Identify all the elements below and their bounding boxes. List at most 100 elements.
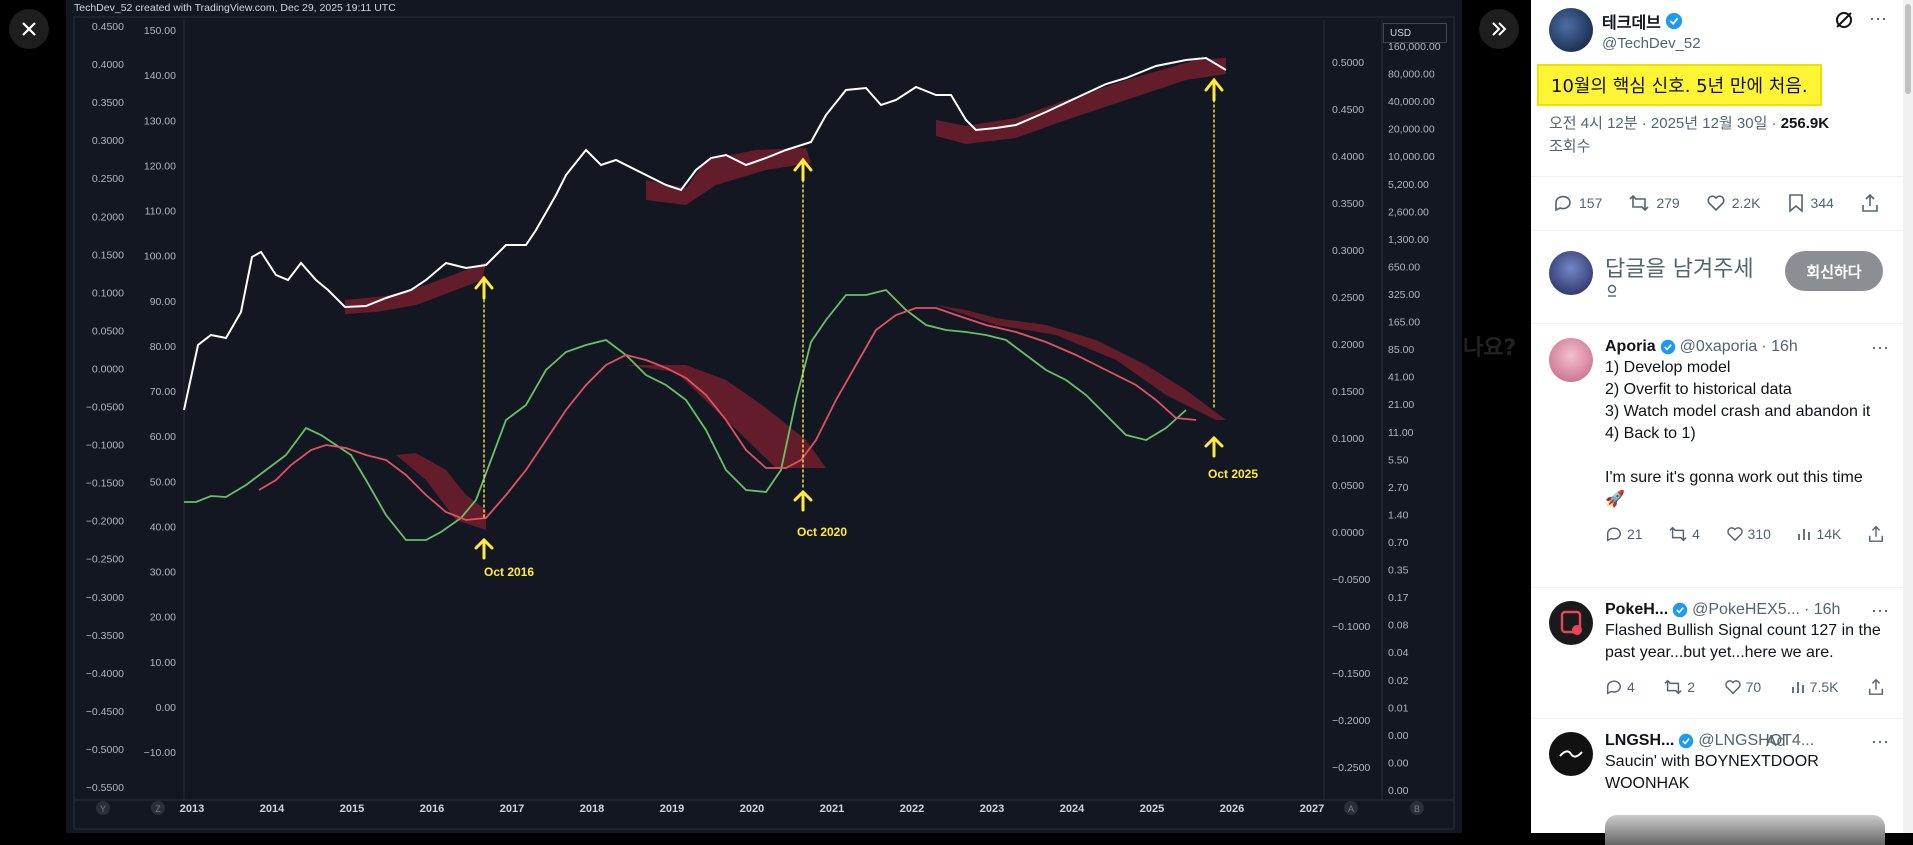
left-axis-1-tick: −0.1000 bbox=[86, 440, 124, 452]
x-axis-tick: 2020 bbox=[740, 803, 764, 815]
verified-icon bbox=[1660, 339, 1675, 355]
retweet-button[interactable]: 2 bbox=[1663, 678, 1695, 696]
share-button[interactable] bbox=[1867, 525, 1885, 543]
author-name[interactable]: 테크데브 bbox=[1602, 15, 1661, 32]
right-axis-2-tick: 11.00 bbox=[1388, 427, 1414, 439]
views-label: 조회수 bbox=[1549, 138, 1591, 155]
annotation-oct-2020: Oct 2020 bbox=[797, 525, 847, 539]
reply-author-name[interactable]: PokeH... bbox=[1605, 601, 1669, 618]
reply-text: Saucin' with BOYNEXTDOOR WOONHAK bbox=[1605, 753, 1819, 792]
reply-input[interactable]: 답글을 남겨주세 bbox=[1605, 257, 1754, 282]
scrollbar[interactable] bbox=[1903, 0, 1913, 833]
right-axis-1-tick: 0.4500 bbox=[1332, 104, 1364, 116]
reply-author-handle[interactable]: @PokeHEX5... bbox=[1692, 601, 1800, 618]
right-axis-1-tick: 0.3000 bbox=[1332, 245, 1364, 257]
right-axis-2-tick: 0.17 bbox=[1388, 592, 1409, 604]
left-axis-1: 0.4500 0.4000 0.3500 0.3000 0.2500 0.2000 0.15… bbox=[86, 21, 124, 794]
right-axis-2-tick: 160,000.00 bbox=[1388, 41, 1441, 53]
more-options-icon[interactable]: ⋯ bbox=[1871, 338, 1889, 358]
x-axis-tick: 2019 bbox=[660, 803, 684, 815]
reply-author-name[interactable]: LNGSH... bbox=[1605, 732, 1675, 749]
avatar[interactable] bbox=[1549, 338, 1593, 382]
retweet-button[interactable]: 279 bbox=[1628, 193, 1680, 213]
axis-button-bg bbox=[96, 801, 110, 815]
annotation-oct-2016: Oct 2016 bbox=[484, 565, 534, 579]
reply-icon bbox=[1606, 527, 1621, 542]
right-axis-2-tick: 0.70 bbox=[1388, 537, 1409, 549]
x-axis-tick: 2026 bbox=[1220, 803, 1244, 815]
author-handle[interactable]: @TechDev_52 bbox=[1602, 35, 1701, 52]
right-axis-2-tick: 21.00 bbox=[1388, 399, 1414, 411]
reply-button[interactable]: 21 bbox=[1605, 525, 1643, 543]
oscillator-red bbox=[258, 307, 1197, 521]
right-axis-1-tick: 0.2500 bbox=[1332, 292, 1364, 304]
tweet-time[interactable]: 오전 4시 12분 · 2025년 12월 30일 · bbox=[1549, 115, 1781, 132]
axis-letter-label: Z bbox=[155, 804, 161, 814]
share-button[interactable] bbox=[1860, 193, 1880, 213]
lngshot-logo-icon bbox=[1559, 750, 1583, 758]
price-line bbox=[183, 56, 1227, 411]
right-axis-2-tick: 0.35 bbox=[1388, 565, 1409, 577]
reply-time[interactable]: · 16h bbox=[1803, 601, 1841, 618]
close-button[interactable] bbox=[9, 9, 49, 49]
views-button[interactable]: 7.5K bbox=[1790, 678, 1838, 696]
more-options-icon[interactable]: ⋯ bbox=[1871, 732, 1889, 752]
left-axis-1-tick: −0.5000 bbox=[86, 744, 124, 756]
left-axis-1-tick: 0.1000 bbox=[92, 287, 124, 299]
avatar[interactable] bbox=[1549, 732, 1593, 776]
right-axis-1-tick: 0.1500 bbox=[1332, 386, 1364, 398]
oscillator-green bbox=[184, 289, 1187, 541]
tweet-meta: 오전 4시 12분 · 2025년 12월 30일 · 256.9K 조회수 bbox=[1549, 112, 1829, 158]
left-axis-1-tick: −0.0500 bbox=[86, 402, 124, 414]
tweet-text: 10월의 핵심 신호. 5년 만에 처음. bbox=[1537, 64, 1822, 106]
right-axis-1-tick: 0.0000 bbox=[1332, 527, 1364, 539]
expand-panel-button[interactable] bbox=[1479, 9, 1519, 49]
right-axis-2-tick: 5.50 bbox=[1388, 454, 1409, 466]
more-options-icon[interactable]: ⋯ bbox=[1871, 601, 1889, 621]
retweet-icon bbox=[1664, 679, 1682, 695]
like-button[interactable]: 310 bbox=[1726, 525, 1771, 543]
avatar[interactable] bbox=[1549, 8, 1593, 52]
views-button[interactable]: 14K bbox=[1796, 525, 1841, 543]
left-axis-1-tick: 0.0500 bbox=[92, 325, 124, 337]
scrollbar-thumb[interactable] bbox=[1905, 4, 1911, 94]
annotation-oct-2025: Oct 2025 bbox=[1208, 467, 1258, 481]
right-axis-2-tick: 80,000.00 bbox=[1388, 69, 1435, 81]
retweet-count: 279 bbox=[1656, 195, 1680, 211]
right-axis-2-tick: 0.00 bbox=[1388, 785, 1409, 797]
currency-label: USD bbox=[1383, 23, 1447, 43]
share-button[interactable] bbox=[1867, 678, 1885, 696]
oscillator-fill bbox=[396, 305, 1226, 530]
left-axis-1-tick: −0.2500 bbox=[86, 554, 124, 566]
avatar[interactable] bbox=[1549, 601, 1593, 645]
like-button[interactable]: 70 bbox=[1724, 678, 1761, 696]
retweet-button[interactable]: 4 bbox=[1668, 525, 1700, 543]
tweet-author[interactable]: 테크데브 @TechDev_52 bbox=[1549, 8, 1701, 52]
reply-time[interactable]: · 16h bbox=[1761, 338, 1798, 355]
bookmark-icon bbox=[1788, 194, 1803, 213]
bookmark-button[interactable]: 344 bbox=[1787, 193, 1834, 213]
reply-button[interactable]: 157 bbox=[1553, 193, 1602, 213]
left-axis-2-tick: 60.00 bbox=[150, 431, 176, 443]
x-axis-tick: 2021 bbox=[820, 803, 844, 815]
reply-author-handle[interactable]: @0xaporia bbox=[1679, 338, 1758, 355]
left-axis-1-tick: 0.2000 bbox=[92, 211, 124, 223]
right-axis-2-tick: 0.02 bbox=[1388, 675, 1409, 687]
grok-icon[interactable] bbox=[1833, 9, 1855, 31]
ad-media-image[interactable] bbox=[1605, 815, 1885, 845]
reply-author-name[interactable]: Aporia bbox=[1605, 338, 1656, 355]
left-axis-2-tick: 130.00 bbox=[144, 115, 176, 127]
left-axis-1-tick: −0.4000 bbox=[86, 668, 124, 680]
like-button[interactable]: 2.2K bbox=[1706, 193, 1761, 213]
left-axis-2-tick: 0.00 bbox=[156, 702, 177, 714]
right-axis-2-tick: 10,000.00 bbox=[1388, 151, 1435, 163]
reply-author-handle[interactable]: @LNGSHOT4... bbox=[1698, 732, 1815, 749]
reply-submit-button[interactable]: 회신하다 bbox=[1785, 251, 1883, 291]
reply-button[interactable]: 4 bbox=[1605, 678, 1635, 696]
view-count: 256.9K bbox=[1780, 115, 1830, 132]
heart-icon bbox=[1724, 680, 1741, 695]
retweet-icon bbox=[1669, 526, 1687, 542]
left-axis-2: 150.00 140.00 130.00 120.00 110.00 100.00 90.0… bbox=[144, 25, 177, 759]
more-options-icon[interactable]: ⋯ bbox=[1869, 9, 1887, 29]
right-axis-2-tick: 1,300.00 bbox=[1388, 234, 1429, 246]
